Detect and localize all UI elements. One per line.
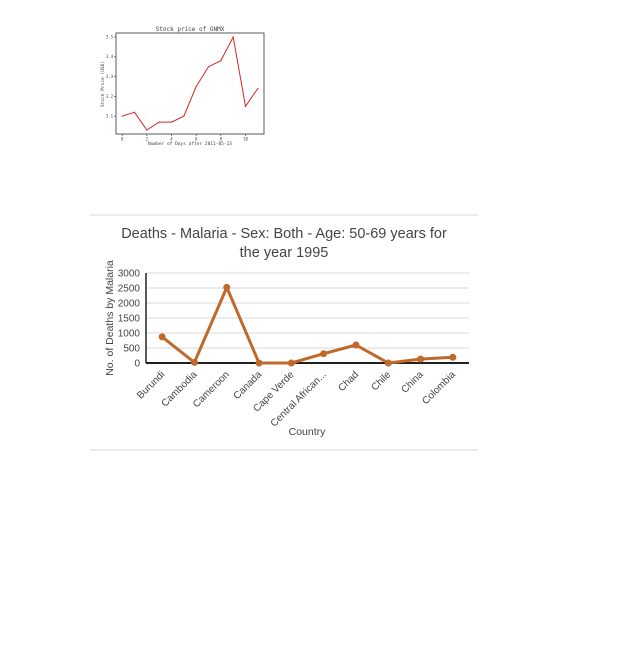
malaria-ytick-label: 1000 [118,329,141,340]
malaria-data-point [190,358,198,366]
stock-xtick-label: 2 [146,137,149,142]
stock-xtick-label: 6 [195,137,198,142]
malaria-ytick-label: 2500 [118,284,141,295]
malaria-chart: Deaths - Malaria - Sex: Both - Age: 50-6… [104,226,469,438]
malaria-category-label: China [399,369,426,396]
stock-xtick-label: 0 [121,137,124,142]
malaria-ytick-label: 500 [123,344,140,355]
stock-ytick-label: 3.1 [106,114,114,119]
stock-price-line [122,35,259,131]
malaria-chart-ylabel: No. of Deaths by Malaria [104,260,116,376]
stock-xtick-label: 4 [170,137,173,142]
stock-xtick-label: 8 [220,137,223,142]
stock-price-point [207,66,210,68]
stock-chart-ylabel: Stock Price (USD) [100,61,106,107]
malaria-chart-xlabel: Country [289,426,327,438]
malaria-category-label: Chad [336,369,361,394]
malaria-ytick-label: 2000 [118,299,141,310]
stock-price-point [195,85,197,88]
stock-ytick-label: 3.3 [106,74,114,79]
stock-price-point [133,111,136,113]
stock-ytick-label: 3.5 [106,34,114,39]
stock-price-point [146,129,148,131]
malaria-ytick-label: 0 [134,359,140,370]
malaria-data-point [384,359,392,367]
stock-price-point [232,36,234,38]
malaria-data-point [417,355,425,363]
stock-series-group [121,35,259,131]
malaria-data-point [287,359,295,367]
stock-price-point [244,105,247,107]
stock-plot-frame [115,32,265,135]
stock-chart-xlabel: Number of Days after 2011-05-23 [148,141,232,147]
malaria-grid-group [145,272,469,364]
stock-ytick-label: 3.4 [106,54,114,59]
malaria-category-label: Chile [369,369,393,393]
malaria-ytick-label: 1500 [118,314,141,325]
stock-ticks-group: 0 2 4 6 8 10 3.1 3.2 3.3 3.4 3.5 [106,34,249,141]
malaria-series-group [158,283,457,367]
stock-price-point [220,60,222,62]
stock-xtick-label: 10 [243,137,248,142]
malaria-data-point [320,350,328,358]
stock-price-point [183,115,185,117]
malaria-data-point [255,359,263,367]
malaria-ytick-label: 3000 [118,269,141,280]
malaria-deaths-line [161,285,453,365]
malaria-data-point [449,353,457,361]
malaria-category-label: Colombia [420,369,458,407]
stock-price-point [257,87,259,90]
malaria-chart-title-line-1: Deaths - Malaria - Sex: Both - Age: 50-6… [121,226,447,242]
stock-price-point [158,121,160,123]
stock-chart-title: Stock price of GNMX [156,26,225,33]
malaria-category-label: Central African... [269,369,329,429]
malaria-data-point [158,333,166,341]
stock-price-point [121,115,123,117]
malaria-ticks-group: 050010001500200025003000BurundiCambodiaC… [118,269,459,430]
malaria-category-label: Canada [232,369,265,402]
malaria-data-point [352,341,360,349]
stock-price-point [170,121,173,123]
stock-ytick-label: 3.2 [106,94,114,99]
malaria-chart-title-line-2: the year 1995 [240,245,329,261]
malaria-category-label: Burundi [135,369,167,401]
stock-chart: Stock price of GNMX Number of Days after… [100,26,265,147]
malaria-data-point [223,283,231,291]
